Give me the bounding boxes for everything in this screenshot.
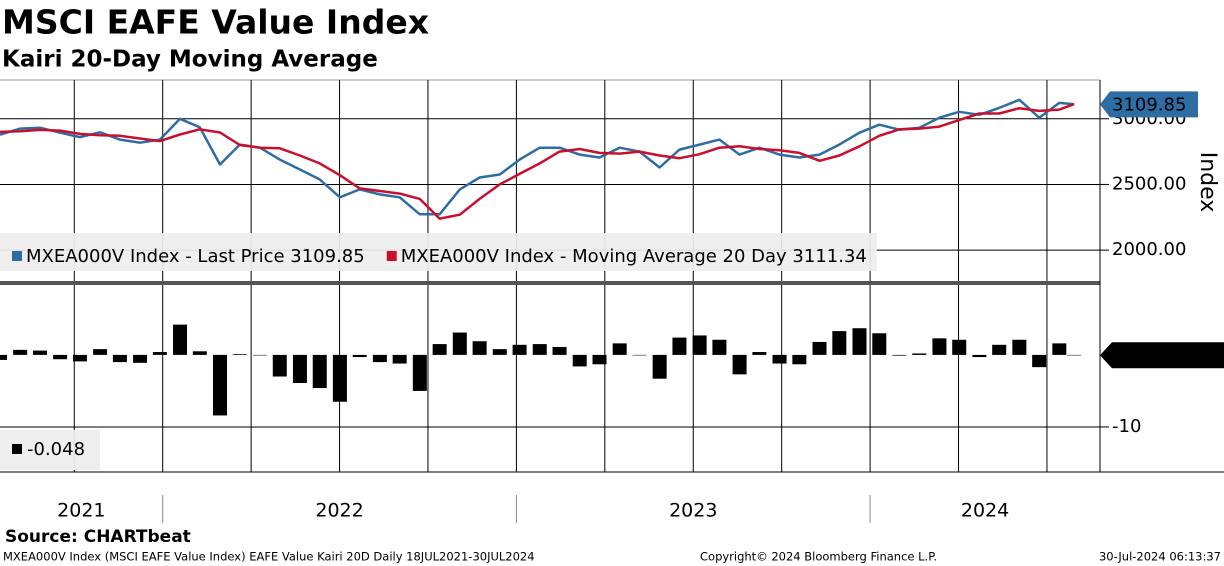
timestamp: 30-Jul-2024 06:13:37	[1099, 550, 1221, 564]
bar	[312, 354, 327, 389]
bar	[572, 354, 587, 367]
bar	[1032, 354, 1047, 368]
bar	[512, 344, 527, 355]
bar	[332, 354, 347, 402]
last-value-tag	[1100, 342, 1224, 369]
bar	[612, 343, 627, 355]
bar	[152, 352, 167, 355]
bar	[352, 354, 367, 358]
marks	[0, 98, 1082, 416]
bar	[812, 341, 827, 355]
bar	[0, 354, 7, 360]
bar	[1012, 339, 1027, 355]
legend: MXEA000V Index - Last Price 3109.85 MXEA0…	[0, 233, 877, 271]
source: Source: CHARTbeat	[5, 527, 191, 547]
bar	[252, 354, 267, 356]
copyright: Copyright© 2024 Bloomberg Finance L.P.	[700, 550, 937, 564]
bar	[1067, 354, 1082, 356]
bar	[692, 335, 707, 355]
panel-divider	[0, 281, 1100, 285]
bar	[112, 354, 127, 363]
last-value-tag	[1100, 91, 1198, 118]
bar	[372, 354, 387, 363]
bar	[392, 354, 407, 364]
bar	[532, 344, 547, 355]
bar	[772, 354, 787, 364]
legend-label: MXEA000V Index - Last Price 3109.85	[26, 246, 365, 267]
bar	[912, 353, 927, 355]
bar	[192, 351, 207, 355]
legend-swatch	[386, 251, 397, 261]
chart-subtitle: Kairi 20-Day Moving Average	[2, 47, 378, 73]
bar	[452, 332, 467, 355]
bar	[872, 333, 887, 355]
bar	[792, 354, 807, 365]
legend-swatch	[12, 444, 22, 454]
bar	[93, 349, 108, 355]
y-axis-label: Index	[1195, 152, 1220, 213]
legend-label: -0.048	[27, 439, 85, 460]
bar	[732, 354, 747, 375]
bar	[592, 354, 607, 365]
bar	[892, 354, 907, 356]
bar	[472, 341, 487, 355]
bar	[712, 339, 727, 355]
bar	[1052, 343, 1067, 355]
y-tick-label: 2500.00	[1112, 173, 1186, 194]
bar	[672, 337, 687, 355]
last-value-label: 3109.85	[1112, 94, 1186, 115]
bar	[272, 354, 287, 377]
bar	[832, 331, 847, 355]
bar	[173, 324, 188, 355]
bar	[952, 339, 967, 355]
y-tick-label: 2000.00	[1112, 239, 1186, 260]
series-line	[0, 98, 1075, 216]
bar	[72, 354, 87, 362]
overlay: MXEA000V Index - Last Price 3109.85 MXEA0…	[0, 91, 1224, 470]
footer-left: MXEA000V Index (MSCI EAFE Value Index) E…	[3, 550, 535, 564]
bar	[292, 354, 307, 384]
bar	[412, 354, 427, 391]
bar	[53, 354, 68, 360]
bar	[13, 349, 28, 355]
bar	[632, 354, 647, 356]
bar	[32, 350, 47, 355]
series-line	[0, 102, 1075, 220]
bar	[492, 349, 507, 355]
x-tick-label: 2024	[961, 500, 1009, 522]
legend-box	[0, 233, 877, 271]
last-value-label: -0.048	[1116, 345, 1174, 366]
legend-swatch	[12, 251, 22, 261]
x-tick-label: 2022	[315, 500, 363, 522]
bar	[133, 354, 148, 363]
bar	[232, 354, 247, 355]
y-tick-label: -10	[1112, 416, 1141, 437]
bar	[752, 352, 767, 355]
bar	[932, 338, 947, 355]
bar	[652, 354, 667, 379]
bar	[213, 354, 227, 416]
bar	[972, 354, 987, 358]
x-tick-label: 2021	[57, 500, 105, 522]
x-tick-label: 2023	[669, 500, 717, 522]
bar	[852, 328, 867, 355]
legend-label: MXEA000V Index - Moving Average 20 Day 3…	[401, 246, 867, 267]
bar	[432, 344, 447, 355]
bar	[992, 344, 1007, 355]
bar	[552, 346, 567, 355]
chart-title: MSCI EAFE Value Index	[2, 3, 429, 42]
